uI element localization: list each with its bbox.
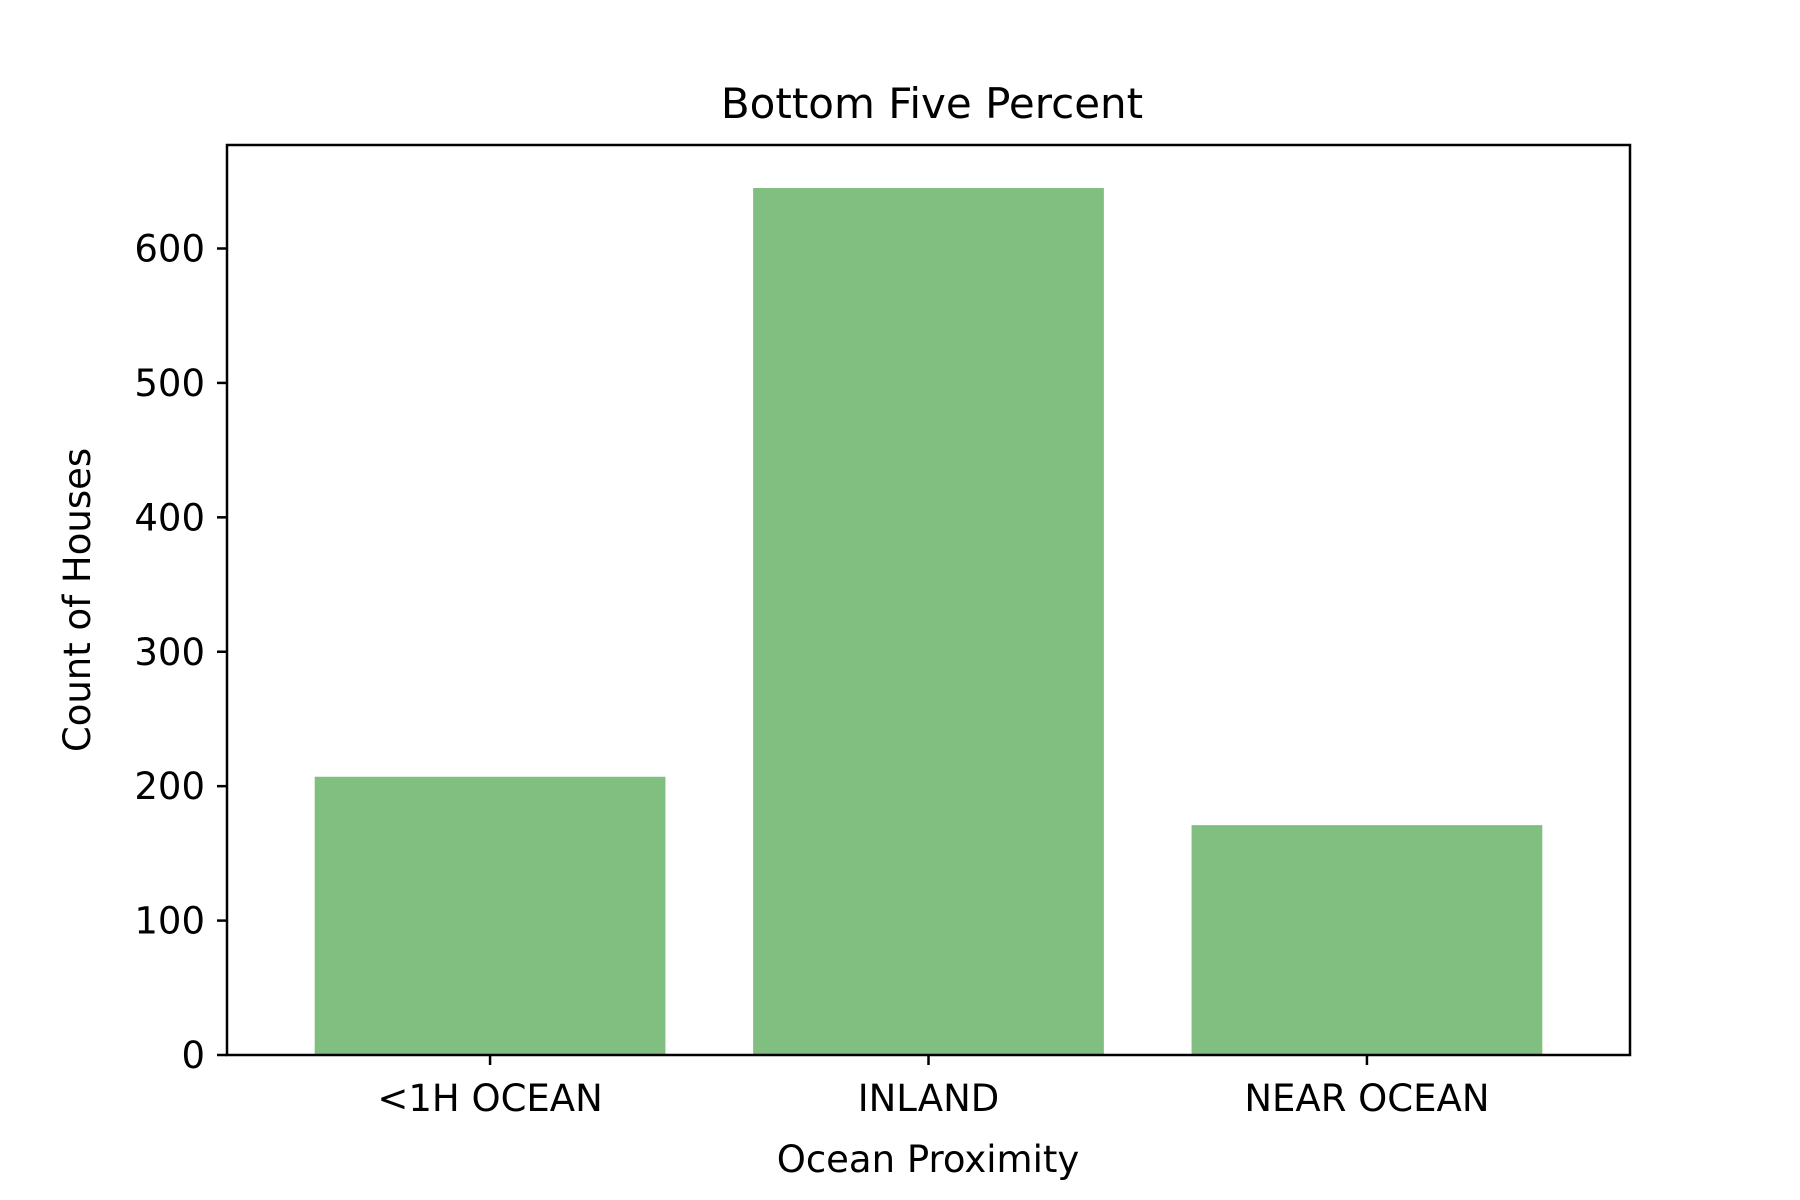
y-tick-label: 200 xyxy=(134,765,205,808)
y-axis-ticks: 0 100 200 300 400 500 600 xyxy=(134,228,227,1077)
plot-frame xyxy=(225,143,1632,1057)
bar-0 xyxy=(314,776,666,1055)
y-axis-label: Count of Houses xyxy=(56,448,99,752)
bar-1 xyxy=(753,188,1104,1055)
y-tick-label: 100 xyxy=(134,900,205,943)
y-tick-label: 400 xyxy=(134,496,205,539)
y-tick-label: 0 xyxy=(181,1034,205,1077)
x-tick-label: INLAND xyxy=(858,1077,1000,1120)
chart-title: Bottom Five Percent xyxy=(721,79,1143,128)
x-tick-label: NEAR OCEAN xyxy=(1244,1077,1489,1120)
x-tick-label: <1H OCEAN xyxy=(377,1077,602,1120)
y-tick-label: 600 xyxy=(134,228,205,271)
x-axis-label: Ocean Proximity xyxy=(777,1138,1080,1181)
bars-layer xyxy=(314,188,1543,1055)
bar-2 xyxy=(1191,825,1543,1055)
y-tick-label: 500 xyxy=(134,362,205,405)
y-tick-label: 300 xyxy=(134,631,205,674)
x-axis-ticks: <1H OCEAN INLAND NEAR OCEAN xyxy=(377,1055,1490,1120)
